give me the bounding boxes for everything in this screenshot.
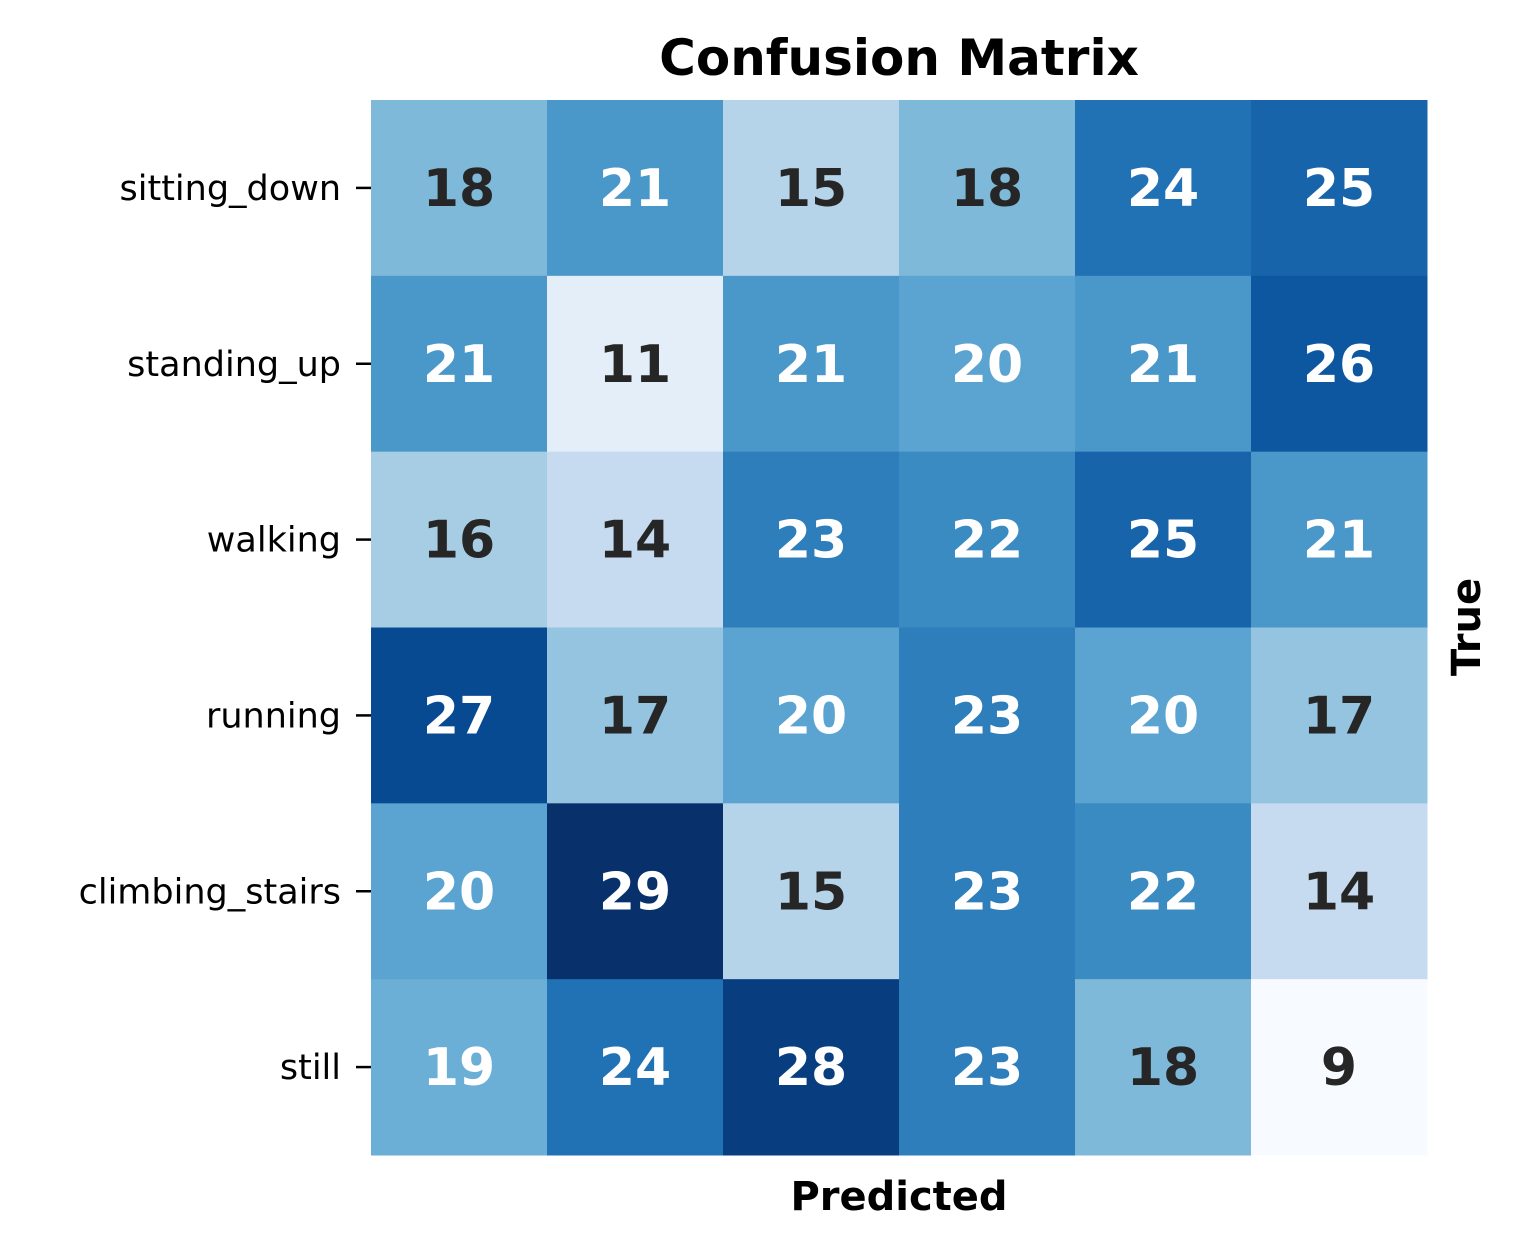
y-tick-label-2: walking	[207, 521, 341, 561]
heatmap-cell-r2-c1	[547, 451, 724, 628]
heatmap-cell-r1-c0	[371, 275, 548, 453]
heatmap-cell-r0-c0	[371, 100, 548, 277]
heatmap-cell-r0-c1	[547, 100, 724, 277]
cell-value-r4-c4: 22	[1127, 862, 1199, 922]
heatmap-cell-r5-c1	[547, 979, 724, 1156]
cell-value-r1-c3: 20	[951, 335, 1023, 395]
cell-value-r1-c2: 21	[775, 335, 847, 395]
cell-value-r3-c1: 17	[599, 686, 671, 746]
cell-value-r3-c3: 23	[951, 686, 1023, 746]
heatmap-cell-r3-c5	[1251, 627, 1428, 804]
heatmap-cell-r4-c3	[899, 803, 1076, 980]
heatmap-cell-r1-c5	[1251, 275, 1428, 453]
heatmap-cell-r3-c2	[723, 627, 900, 804]
cell-value-r3-c5: 17	[1303, 686, 1375, 746]
cell-value-r3-c4: 20	[1127, 686, 1199, 746]
cell-value-r0-c0: 18	[423, 159, 495, 219]
heatmap-cell-r3-c0	[371, 627, 548, 804]
cell-value-r0-c5: 25	[1303, 159, 1375, 219]
cell-value-r2-c4: 25	[1127, 511, 1199, 571]
heatmap-cell-r4-c4	[1075, 803, 1252, 980]
cell-value-r3-c2: 20	[775, 686, 847, 746]
heatmap-cell-r1-c4	[1075, 275, 1252, 453]
heatmap-cell-r4-c0	[371, 803, 548, 980]
heatmap-cell-r2-c5	[1251, 451, 1428, 628]
cell-value-r1-c1: 11	[599, 335, 671, 395]
heatmap-cell-r3-c4	[1075, 627, 1252, 804]
heatmap-cell-r1-c3	[899, 275, 1076, 453]
cell-value-r5-c3: 23	[951, 1038, 1023, 1098]
y-tick-label-3: running	[206, 696, 341, 736]
heatmap-cell-r0-c2	[723, 100, 900, 277]
cell-value-r5-c1: 24	[599, 1038, 671, 1098]
heatmap-cell-r1-c2	[723, 275, 900, 453]
cell-value-r4-c1: 29	[599, 862, 671, 922]
heatmap-cell-r0-c4	[1075, 100, 1252, 277]
cell-value-r3-c0: 27	[423, 686, 495, 746]
cell-value-r0-c4: 24	[1127, 159, 1199, 219]
y-tick-label-4: climbing_stairs	[79, 872, 341, 912]
heatmap-cell-r4-c1	[547, 803, 724, 980]
cell-value-r0-c3: 18	[951, 159, 1023, 219]
cell-value-r4-c5: 14	[1303, 862, 1375, 922]
cell-value-r1-c4: 21	[1127, 335, 1199, 395]
cell-value-r2-c2: 23	[775, 511, 847, 571]
cell-value-r2-c0: 16	[423, 511, 495, 571]
heatmap-cell-r3-c1	[547, 627, 724, 804]
cell-value-r1-c0: 21	[423, 335, 495, 395]
heatmap-cell-r5-c4	[1075, 979, 1252, 1156]
heatmap-cell-r2-c2	[723, 451, 900, 628]
heatmap-cell-r5-c2	[723, 979, 900, 1156]
cell-value-r4-c0: 20	[423, 862, 495, 922]
chart-title: Confusion Matrix	[659, 29, 1139, 87]
cell-value-r2-c3: 22	[951, 511, 1023, 571]
cell-value-r2-c1: 14	[599, 511, 671, 571]
y-tick-label-1: standing_up	[127, 345, 341, 385]
heatmap-cell-r2-c4	[1075, 451, 1252, 628]
heatmap-cell-r4-c5	[1251, 803, 1428, 980]
cell-value-r5-c5: 9	[1321, 1038, 1357, 1098]
cell-value-r1-c5: 26	[1303, 335, 1375, 395]
cell-value-r4-c3: 23	[951, 862, 1023, 922]
cell-value-r4-c2: 15	[775, 862, 847, 922]
heatmap-cell-r4-c2	[723, 803, 900, 980]
heatmap-cell-r1-c1	[547, 275, 724, 453]
heatmap-cell-r5-c5	[1251, 979, 1428, 1156]
cell-value-r2-c5: 21	[1303, 511, 1375, 571]
heatmap-cell-r0-c5	[1251, 100, 1428, 277]
cell-value-r5-c4: 18	[1127, 1038, 1199, 1098]
heatmap-cell-r0-c3	[899, 100, 1076, 277]
heatmap-cell-r5-c0	[371, 979, 548, 1156]
cell-value-r0-c1: 21	[599, 159, 671, 219]
heatmap-cells: 18 21 15 18 24 25 21 11 21 20 21 26 16 14 23 22 25 21 27 17…	[371, 100, 1428, 1156]
y-axis-label: True	[1444, 578, 1490, 676]
y-tick-label-5: still	[280, 1048, 341, 1088]
cell-value-r5-c2: 28	[775, 1038, 847, 1098]
heatmap-cell-r2-c3	[899, 451, 1076, 628]
cell-value-r0-c2: 15	[775, 159, 847, 219]
cell-value-r5-c0: 19	[423, 1038, 495, 1098]
y-tick-label-0: sitting_down	[120, 169, 341, 209]
heatmap-cell-r3-c3	[899, 627, 1076, 804]
x-axis-label: Predicted	[790, 1174, 1007, 1220]
heatmap-cell-r5-c3	[899, 979, 1076, 1156]
heatmap-cell-r2-c0	[371, 451, 548, 628]
